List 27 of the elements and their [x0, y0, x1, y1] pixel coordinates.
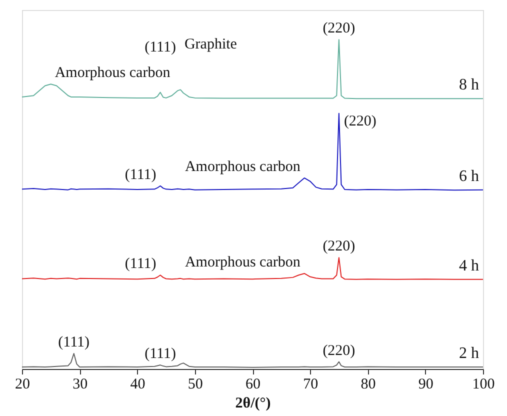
annotation: (220) [322, 238, 356, 255]
x-tick-label: 70 [303, 376, 318, 392]
annotation: Graphite [184, 36, 238, 53]
series-label: 4 h [459, 257, 479, 274]
x-tick-label: 20 [15, 376, 30, 392]
x-tick-label: 30 [72, 376, 88, 392]
annotation: (111) [144, 346, 176, 362]
annotation: (111) [58, 334, 90, 351]
x-tick-label: 60 [246, 376, 260, 392]
annotation: Amorphous carbon [54, 65, 171, 82]
annotation: Amorphous carbon [184, 158, 301, 175]
annotation: (111) [124, 166, 156, 183]
annotation: (220) [322, 342, 356, 359]
x-tick-label: 40 [130, 376, 146, 392]
series-label: 6 h [459, 168, 479, 185]
x-tick-label: 50 [188, 376, 203, 392]
annotation: (220) [344, 113, 376, 130]
annotation: Amorphous carbon [184, 254, 301, 270]
x-tick-label: 100 [472, 376, 495, 392]
series-label: 8 h [459, 76, 479, 94]
x-tick-label: 80 [360, 376, 376, 392]
annotation: (111) [124, 256, 156, 272]
x-tick-label: 90 [418, 376, 434, 392]
series-label: 2 h [459, 345, 479, 362]
annotation: (220) [322, 20, 356, 37]
x-axis-title: 2θ/(°) [235, 396, 271, 412]
annotation: (111) [144, 39, 176, 56]
